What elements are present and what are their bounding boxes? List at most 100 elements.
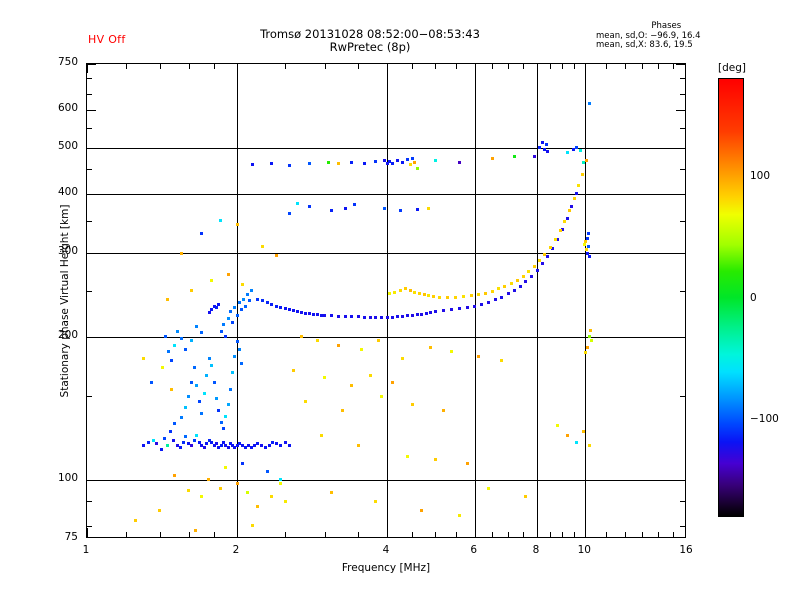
data-point bbox=[231, 371, 235, 375]
x-axis-tick-top bbox=[658, 64, 659, 69]
y-axis-tick-label: 600 bbox=[57, 102, 78, 115]
data-point bbox=[231, 321, 235, 325]
x-axis-minor-tick bbox=[625, 532, 626, 537]
data-point bbox=[210, 440, 214, 444]
y-axis-major-tick bbox=[87, 194, 96, 195]
y-axis-minor-tick bbox=[87, 169, 92, 170]
data-point bbox=[235, 444, 239, 447]
data-point bbox=[343, 207, 347, 211]
gridline-horizontal bbox=[87, 148, 685, 149]
data-point bbox=[162, 437, 166, 441]
data-point bbox=[288, 308, 292, 312]
data-point bbox=[565, 433, 569, 437]
data-point bbox=[326, 160, 330, 164]
data-point bbox=[200, 411, 204, 415]
data-point bbox=[312, 312, 316, 316]
y-axis-tick-right bbox=[676, 480, 685, 481]
data-point bbox=[497, 287, 501, 291]
data-point bbox=[424, 311, 428, 315]
data-point bbox=[340, 408, 344, 412]
data-point bbox=[239, 308, 243, 312]
data-point bbox=[270, 302, 274, 306]
data-point bbox=[540, 262, 544, 266]
data-point bbox=[228, 309, 232, 313]
colorbar-gradient bbox=[718, 78, 744, 517]
gridline-vertical bbox=[537, 64, 538, 537]
data-point bbox=[217, 408, 221, 412]
data-point bbox=[393, 290, 397, 294]
phase-statistics-block: Phases mean, sd,O: −96.9, 16.4 mean, sd,… bbox=[596, 21, 701, 51]
data-point bbox=[577, 184, 581, 188]
x-axis-minor-tick bbox=[126, 532, 127, 537]
y-axis-tick-right bbox=[680, 94, 685, 95]
data-point bbox=[207, 438, 211, 442]
x-axis-minor-tick bbox=[642, 532, 643, 537]
y-axis-minor-tick bbox=[87, 291, 92, 292]
data-point bbox=[292, 368, 296, 372]
x-axis-tick-top bbox=[214, 64, 215, 69]
y-axis-tick-label: 400 bbox=[57, 185, 78, 198]
data-point bbox=[267, 444, 271, 447]
data-point bbox=[390, 161, 394, 165]
data-point bbox=[551, 246, 555, 250]
data-point bbox=[304, 400, 308, 404]
data-point bbox=[540, 141, 544, 145]
x-axis-minor-tick bbox=[658, 532, 659, 537]
data-point bbox=[243, 445, 247, 449]
data-point bbox=[565, 151, 569, 155]
data-point bbox=[476, 293, 480, 297]
x-axis-major-tick bbox=[387, 528, 388, 537]
data-point bbox=[490, 157, 494, 161]
data-point bbox=[544, 142, 548, 146]
colorbar-tick-label: 100 bbox=[750, 169, 771, 182]
data-point bbox=[368, 315, 372, 319]
data-point bbox=[398, 209, 402, 213]
data-point bbox=[556, 424, 560, 428]
data-point bbox=[408, 289, 412, 293]
data-point bbox=[256, 504, 260, 508]
data-point bbox=[207, 310, 211, 314]
data-point bbox=[222, 323, 226, 327]
data-point bbox=[582, 243, 586, 247]
data-point bbox=[377, 339, 381, 343]
y-axis-major-tick bbox=[87, 480, 96, 481]
gridline-horizontal bbox=[87, 253, 685, 254]
data-point bbox=[300, 335, 304, 339]
data-point bbox=[420, 509, 424, 513]
data-point bbox=[350, 314, 354, 318]
gridline-vertical bbox=[475, 64, 476, 537]
data-point bbox=[235, 340, 239, 344]
data-point bbox=[207, 356, 211, 360]
data-point bbox=[235, 313, 239, 317]
x-axis-minor-tick bbox=[574, 532, 575, 537]
y-axis-tick-right bbox=[680, 526, 685, 527]
gridline-vertical bbox=[585, 64, 586, 537]
data-point bbox=[237, 442, 241, 446]
data-point bbox=[217, 302, 221, 306]
data-point bbox=[158, 509, 162, 513]
data-point bbox=[538, 146, 542, 150]
data-point bbox=[583, 239, 587, 243]
data-point bbox=[512, 289, 516, 293]
data-point bbox=[189, 381, 193, 385]
data-point bbox=[228, 387, 232, 391]
data-point bbox=[189, 444, 193, 447]
x-axis-major-tick bbox=[87, 528, 88, 537]
y-axis-major-tick bbox=[87, 148, 96, 149]
data-point bbox=[142, 356, 146, 360]
data-point bbox=[585, 345, 589, 349]
data-point bbox=[500, 295, 504, 299]
data-point bbox=[427, 207, 431, 211]
data-point bbox=[553, 238, 557, 242]
data-point bbox=[515, 278, 519, 282]
x-axis-minor-tick bbox=[214, 532, 215, 537]
data-point bbox=[588, 254, 592, 258]
data-point bbox=[235, 482, 239, 486]
data-point bbox=[380, 394, 384, 398]
data-point bbox=[574, 440, 578, 444]
data-point bbox=[180, 416, 184, 420]
data-point bbox=[574, 192, 578, 196]
y-axis-tick-right bbox=[680, 128, 685, 129]
data-point bbox=[433, 309, 437, 313]
y-axis-minor-tick bbox=[87, 94, 92, 95]
